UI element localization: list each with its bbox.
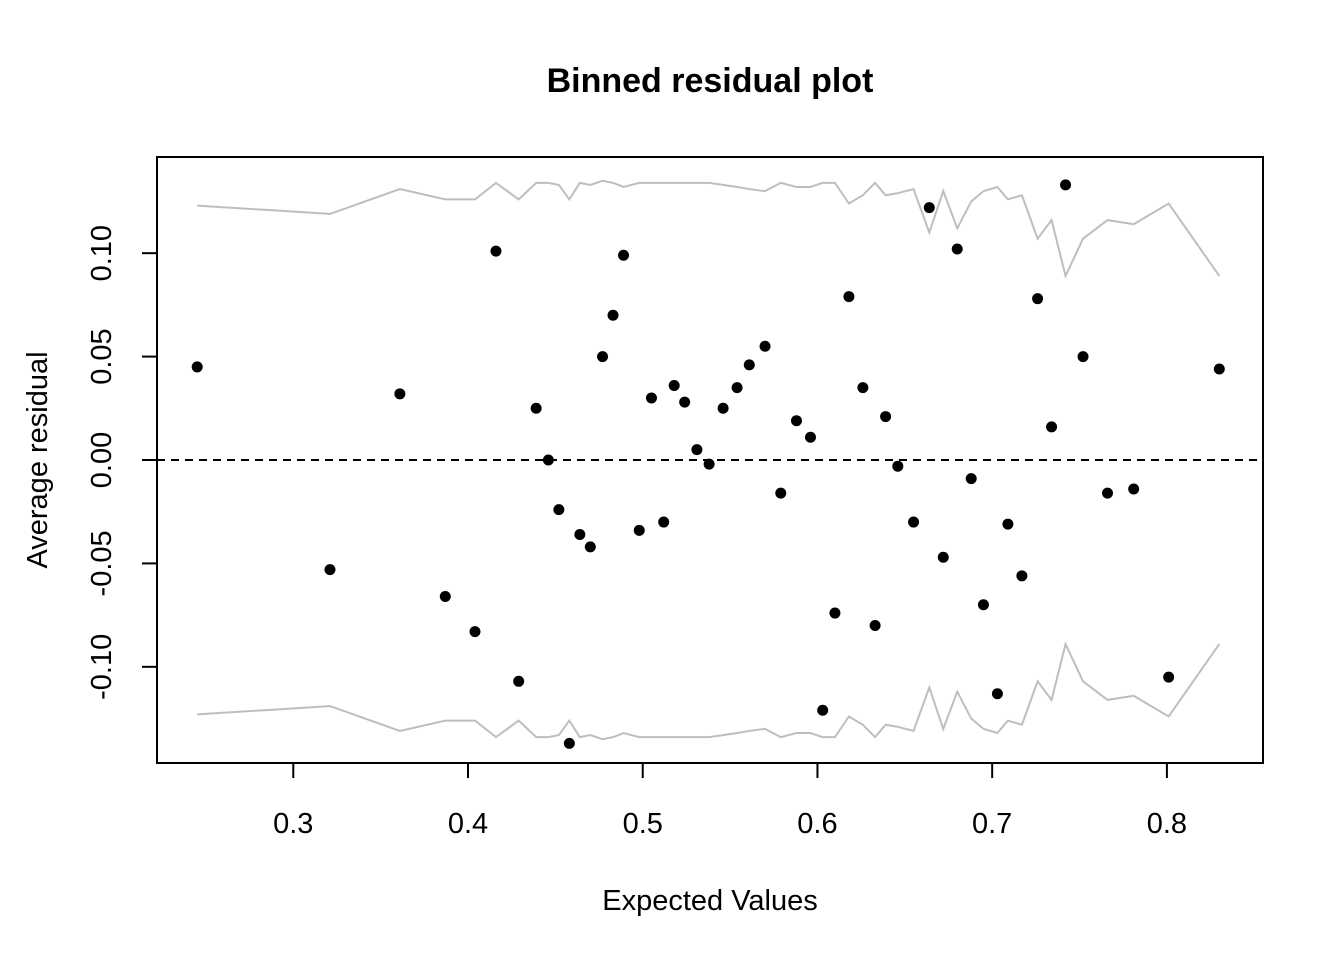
data-point [880, 411, 892, 423]
data-point [892, 460, 904, 472]
data-point [703, 458, 715, 470]
data-point [513, 675, 525, 687]
data-point [965, 473, 977, 485]
data-point [977, 599, 989, 611]
data-point [991, 688, 1003, 700]
data-point [691, 444, 703, 456]
data-point [1046, 421, 1058, 433]
x-tick-label: 0.6 [797, 808, 837, 840]
data-point [869, 619, 881, 631]
data-point [633, 524, 645, 536]
data-point [843, 291, 855, 303]
data-point [574, 528, 586, 540]
chart-title: Binned residual plot [547, 62, 874, 100]
data-point [324, 564, 336, 576]
data-point [923, 202, 935, 214]
data-point [1213, 363, 1225, 375]
data-point [607, 309, 619, 321]
x-axis-label: Expected Values [602, 885, 818, 917]
x-tick-label: 0.5 [623, 808, 663, 840]
data-point [1102, 487, 1113, 499]
data-point [394, 388, 406, 400]
data-point [469, 626, 481, 638]
data-point [1002, 518, 1014, 530]
lower-bound-line [197, 641, 1221, 741]
data-point [1016, 570, 1028, 582]
data-point [563, 737, 575, 749]
data-point [439, 591, 451, 603]
data-point [658, 516, 670, 528]
data-point [553, 504, 565, 516]
data-point [584, 541, 596, 553]
y-tick-label: 0.00 [86, 432, 118, 488]
data-point [191, 361, 203, 373]
data-point [1163, 671, 1175, 683]
plot-area: 0.3 0.4 0.5 0.6 0.7 0.8 -0.10 -0.05 0.00 0.05 0.10 [86, 156, 1264, 840]
data-point [731, 382, 743, 394]
data-point [759, 340, 771, 352]
data-point [1032, 293, 1044, 305]
y-axis-label: Average residual [22, 351, 54, 568]
data-point [775, 487, 787, 499]
data-point [645, 392, 657, 404]
data-point [1128, 483, 1140, 495]
data-point [951, 243, 963, 255]
data-point [1077, 351, 1089, 363]
data-point [679, 396, 691, 408]
y-tick-label: -0.10 [86, 634, 118, 700]
data-point [717, 402, 729, 414]
data-point [908, 516, 920, 528]
data-point [829, 607, 841, 619]
y-tick-label: 0.10 [86, 225, 118, 281]
data-point [530, 402, 542, 414]
upper-bound-line [197, 179, 1221, 279]
x-tick-label: 0.8 [1147, 808, 1187, 840]
data-point [542, 454, 554, 466]
data-point [937, 551, 949, 563]
data-point [597, 351, 609, 363]
data-point [490, 245, 502, 257]
data-point [743, 359, 755, 371]
x-tick-label: 0.3 [273, 808, 313, 840]
y-tick-label: 0.05 [86, 328, 118, 384]
data-point [817, 704, 829, 716]
data-point [618, 249, 630, 261]
data-point [790, 415, 802, 427]
x-tick-label: 0.4 [448, 808, 488, 840]
data-point [1060, 179, 1072, 191]
data-point [857, 382, 869, 394]
data-point [804, 431, 816, 443]
x-tick-label: 0.7 [972, 808, 1012, 840]
data-point [668, 380, 680, 392]
y-tick-label: -0.05 [86, 530, 118, 596]
